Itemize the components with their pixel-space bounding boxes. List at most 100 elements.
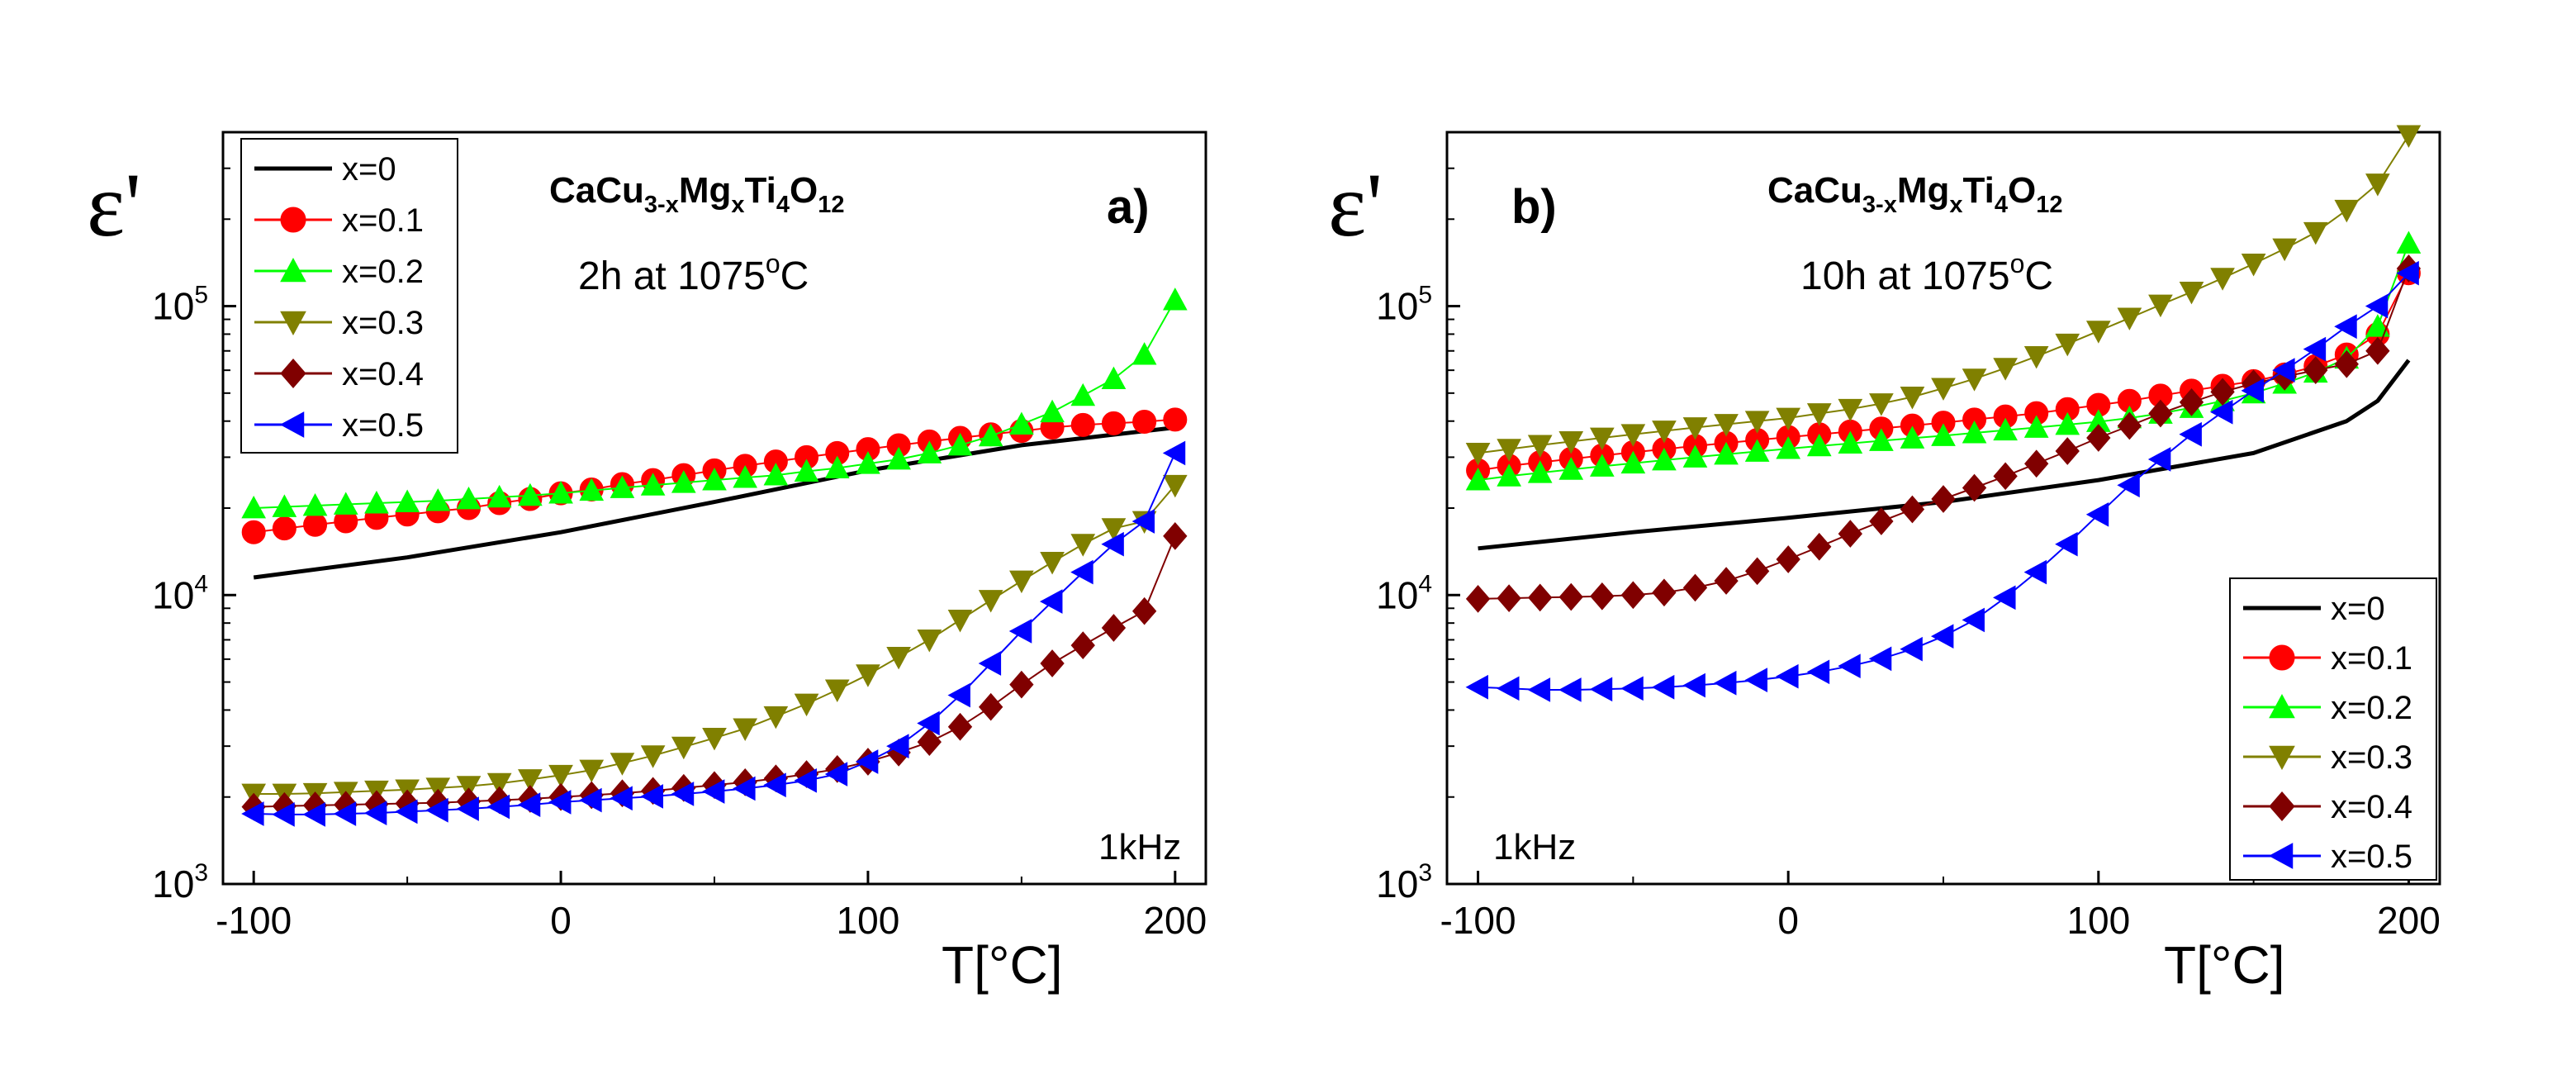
data-point-x=0.3 (579, 759, 605, 783)
data-point-x=0.5 (978, 651, 1002, 676)
data-point-x=0.5 (640, 784, 664, 809)
data-point-x=0.4 (2148, 399, 2173, 428)
legend-label-x=0.4: x=0.4 (342, 356, 424, 392)
data-point-x=0.2 (1131, 342, 1157, 365)
data-point-x=0.3 (794, 693, 819, 717)
data-point-x=0.3 (1497, 439, 1521, 462)
data-point-x=0.3 (1652, 421, 1677, 444)
panel-a: -100 0 100 200 103 104 105 ε' T[°C] a) 1kHz Ca… (87, 131, 1207, 995)
legend-marker-x=0.3 (280, 311, 306, 336)
panel-b-title-mid3: O (2008, 170, 2036, 211)
data-point-x=0.5 (1714, 670, 1737, 696)
data-point-x=0.5 (1838, 653, 1861, 679)
y-tick-label: 103 (152, 859, 208, 905)
data-point-x=0.3 (947, 610, 973, 633)
data-point-x=0.2 (302, 492, 328, 516)
data-point-x=0.2 (1931, 423, 1956, 446)
data-point-x=0.3 (1744, 411, 1770, 434)
panel-a-ylabel: ε' (87, 154, 141, 255)
data-point-x=0.2 (241, 495, 267, 519)
data-point-x=0.5 (456, 796, 479, 821)
panel-a-panel-label: a) (1107, 180, 1150, 234)
data-point-x=0.2 (1776, 436, 1801, 459)
data-point-x=0.5 (395, 799, 418, 825)
y-tick-label: 104 (1376, 570, 1432, 616)
data-point-x=0.5 (1070, 559, 1093, 585)
data-point-x=0.4 (1838, 520, 1862, 548)
y-tick-label: 103 (1376, 859, 1432, 905)
data-point-x=0.5 (947, 682, 970, 708)
legend-label-x=0.5: x=0.5 (2331, 839, 2412, 875)
data-point-x=0.4 (1620, 581, 1646, 610)
data-point-x=0.4 (1009, 670, 1034, 699)
data-point-x=0.3 (856, 664, 880, 687)
data-point-x=0.3 (671, 736, 696, 760)
data-point-x=0.2 (2365, 314, 2390, 337)
legend-marker-x=0.2 (2269, 693, 2295, 719)
data-point-x=0.5 (1131, 509, 1155, 534)
data-point-x=0.3 (2272, 238, 2298, 262)
x-tick-label: 100 (837, 899, 900, 942)
data-point-x=0.5 (886, 734, 909, 758)
data-point-x=0.4 (2334, 349, 2359, 378)
data-point-x=0.5 (2085, 501, 2109, 527)
data-point-x=0.5 (486, 794, 510, 820)
data-point-x=0.3 (1714, 414, 1739, 437)
data-point-x=0.3 (1838, 398, 1863, 422)
data-point-x=0.3 (824, 679, 850, 703)
data-point-x=0.4 (1070, 631, 1095, 659)
data-point-x=0.3 (548, 764, 573, 788)
data-point-x=0.2 (978, 423, 1003, 447)
panel-b-subtitle-post: C (2024, 254, 2053, 298)
legend-label-x=0.1: x=0.1 (2331, 640, 2412, 677)
data-point-x=0.4 (2024, 449, 2049, 478)
data-point-x=0.5 (2147, 447, 2171, 472)
data-point-x=0.2 (518, 482, 543, 506)
panel-b-title-sub4: 12 (2036, 192, 2062, 218)
data-point-x=0.1 (1101, 411, 1126, 435)
data-point-x=0.3 (1776, 407, 1801, 431)
panel-b-ylabel: ε' (1328, 154, 1383, 255)
data-point-x=0.2 (1465, 468, 1491, 491)
data-point-x=0.5 (1527, 677, 1551, 702)
data-point-x=0.2 (425, 488, 451, 511)
data-point-x=0.2 (1009, 411, 1034, 435)
data-point-x=0.3 (2365, 173, 2390, 197)
data-point-x=0.2 (1900, 425, 1925, 449)
legend-marker-x=0.3 (2269, 745, 2295, 771)
panel-a-subtitle-pre: 2h at 1075 (578, 254, 766, 298)
data-point-x=0.1 (1132, 409, 1157, 434)
data-point-x=0.2 (794, 459, 819, 482)
data-point-x=0.1 (272, 516, 297, 541)
legend-label-x=0.2: x=0.2 (342, 254, 424, 290)
data-point-x=0.3 (702, 727, 727, 751)
data-point-x=0.4 (1101, 614, 1127, 642)
data-point-x=0.4 (2210, 378, 2235, 406)
data-point-x=0.3 (1070, 534, 1096, 557)
panel-a-title: CaCu3-xMgxTi4O12 (549, 170, 844, 218)
data-point-x=0.5 (2117, 473, 2140, 498)
data-point-x=0.4 (1558, 582, 1583, 611)
data-point-x=0.3 (456, 776, 482, 799)
data-point-x=0.3 (2210, 268, 2235, 291)
x-tick-label: 0 (1777, 899, 1799, 942)
data-point-x=0.4 (1590, 582, 1615, 611)
panel-a-subtitle-sup: o (766, 249, 780, 278)
data-point-x=0.4 (2179, 387, 2204, 416)
panel-b-legend: x=0 x=0.1 x=0.2 x=0.3 x=0.4 x=0.5 (2229, 577, 2437, 881)
data-point-x=0.4 (1682, 573, 1708, 602)
panel-a-frequency-label: 1kHz (1098, 827, 1181, 867)
panel-a-axes: -100 0 100 200 103 104 105 (152, 131, 1207, 942)
legend-marker-x=0.2 (280, 257, 306, 283)
data-point-x=0.5 (917, 710, 940, 736)
data-point-x=0.3 (1589, 427, 1615, 451)
panel-a-title-sub2: x (731, 192, 744, 218)
data-point-x=0.2 (1589, 454, 1615, 477)
data-point-x=0.4 (1040, 649, 1065, 677)
panel-b-title-sub3: 4 (1995, 192, 2008, 218)
data-point-x=0.2 (1040, 399, 1065, 423)
x-tick-label: -100 (216, 899, 292, 942)
panel-b-title-base: CaCu (1767, 170, 1862, 211)
data-point-x=0.2 (333, 492, 358, 515)
data-point-x=0.2 (886, 446, 911, 470)
